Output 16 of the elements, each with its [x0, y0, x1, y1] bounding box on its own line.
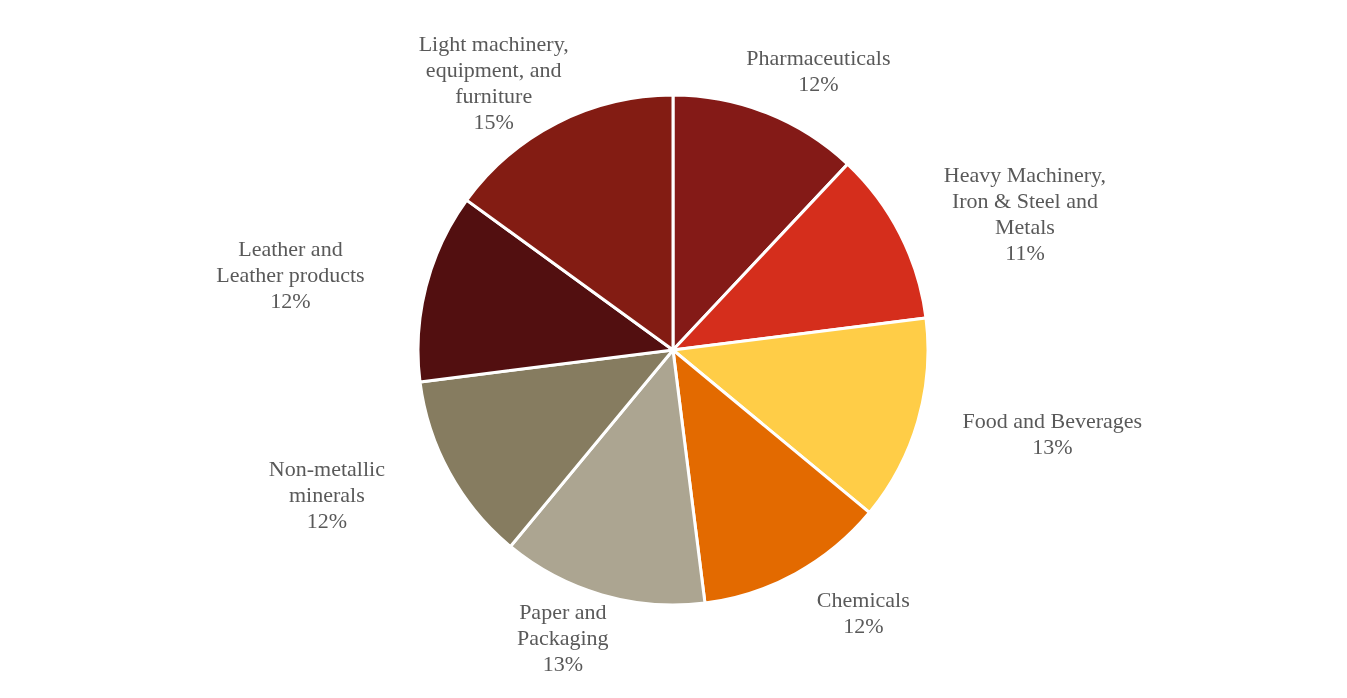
slice-label: Non-metallic minerals	[268, 455, 386, 507]
data-label: 12%	[306, 507, 348, 533]
slice-label: Heavy Machinery, Iron & Steel and Metals	[943, 161, 1107, 239]
data-label: 15%	[473, 108, 514, 134]
data-label: 13%	[1032, 433, 1073, 459]
data-label: 13%	[542, 651, 583, 677]
data-label: 12%	[798, 71, 839, 97]
slice-label: Food and Beverages	[962, 407, 1143, 433]
data-label: 11%	[1005, 239, 1045, 265]
data-label: 12%	[270, 288, 311, 314]
slice-label: Light machinery, equipment, and furniture	[418, 30, 569, 108]
slice-label: Pharmaceuticals	[746, 45, 891, 71]
slice-label: Leather and Leather products	[216, 236, 365, 288]
slice-label: Paper and Packaging	[516, 599, 609, 651]
data-label: 12%	[843, 612, 884, 638]
slice-label: Chemicals	[816, 586, 910, 612]
